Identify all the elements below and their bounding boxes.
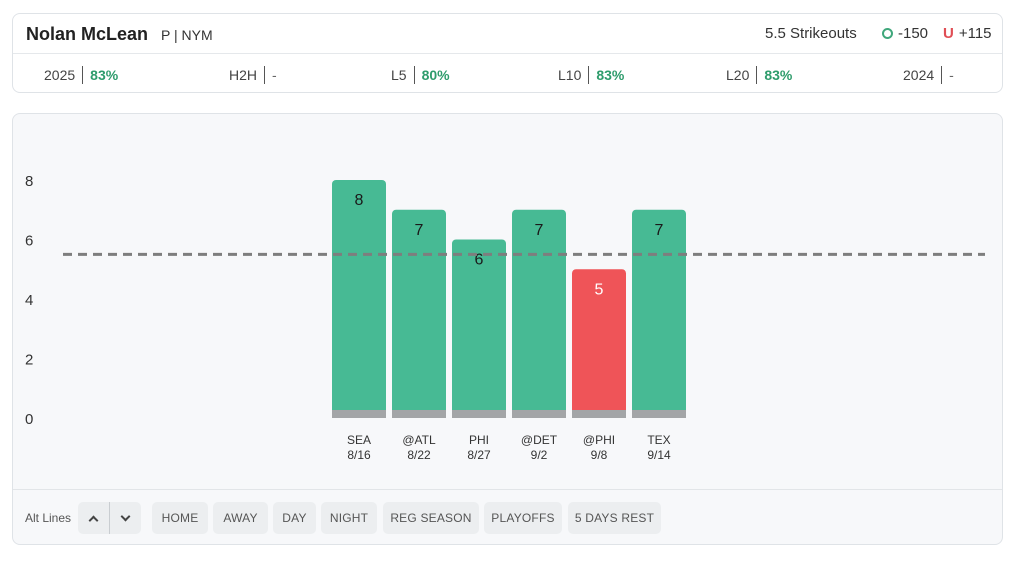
stat-divider: [264, 66, 266, 84]
x-date-label: 9/2: [531, 448, 548, 462]
x-date-label: 8/16: [347, 448, 371, 462]
y-tick-label: 0: [25, 411, 33, 428]
alt-lines-label: Alt Lines: [25, 511, 72, 525]
stat-value: 83%: [764, 67, 793, 83]
stat-label: L5: [391, 67, 407, 83]
y-tick-label: 6: [25, 233, 33, 250]
stat-value: 83%: [90, 67, 119, 83]
stat-l20: L20 83%: [726, 66, 792, 84]
bar-base: [632, 410, 686, 418]
player-name[interactable]: Nolan McLean: [26, 24, 149, 44]
chevron-down-icon: [120, 511, 131, 521]
x-category-label: @PHI: [583, 433, 615, 447]
bar-tex[interactable]: [632, 209, 686, 418]
stat-label: L20: [726, 67, 750, 83]
stat-value: -: [272, 67, 277, 83]
y-tick-label: 4: [25, 292, 33, 309]
bar-base: [572, 410, 626, 418]
stat-divider: [588, 66, 590, 84]
bar-at-atl[interactable]: [392, 209, 446, 418]
stat-divider: [756, 66, 758, 84]
filter-day-button[interactable]: DAY: [273, 502, 316, 534]
alt-line-up-button[interactable]: [78, 502, 109, 534]
x-category-label: TEX: [647, 433, 670, 447]
filter-away-button[interactable]: AWAY: [213, 502, 268, 534]
player-meta: P | NYM: [161, 27, 213, 43]
alt-lines-stepper: [78, 502, 141, 534]
filter-playoffs-button[interactable]: PLAYOFFS: [484, 502, 562, 534]
bar-base: [392, 410, 446, 418]
y-tick-label: 2: [25, 352, 33, 369]
x-category-label: @DET: [521, 433, 558, 447]
x-date-label: 9/14: [647, 448, 671, 462]
bar-phi[interactable]: [452, 239, 506, 419]
bar-base: [332, 410, 386, 418]
stat-value: -: [949, 67, 954, 83]
bar-base: [512, 410, 566, 418]
prop-line: 5.5 Strikeouts: [765, 25, 857, 42]
bar-value-label: 8: [355, 192, 364, 209]
player-header-card: Nolan McLean P | NYM 5.5 Strikeouts -150…: [12, 13, 1003, 93]
stat-label: 2024: [903, 67, 935, 83]
bar-at-phi[interactable]: [572, 269, 626, 418]
filter-bar: Alt Lines HOME AWAY DAY NIGHT REG SEASON…: [13, 489, 1002, 545]
hit-rate-stats-row: 2025 83% H2H - L5 80% L10 83% L20 83% 20…: [13, 55, 1002, 93]
y-tick-label: 8: [25, 173, 33, 190]
x-category-label: PHI: [469, 433, 489, 447]
over-circle-icon: [882, 28, 893, 39]
stat-2025: 2025 83%: [44, 66, 118, 84]
stat-l5: L5 80%: [391, 66, 450, 84]
bar-sea[interactable]: [332, 180, 386, 418]
bar-at-det[interactable]: [512, 209, 566, 418]
over-odds-value: -150: [898, 25, 929, 42]
bar-value-label: 7: [535, 222, 544, 239]
under-u-icon: U: [943, 25, 954, 42]
header-top-row: Nolan McLean P | NYM 5.5 Strikeouts -150…: [13, 14, 1002, 54]
stat-label: L10: [558, 67, 582, 83]
x-date-label: 9/8: [591, 448, 608, 462]
bar-base: [452, 410, 506, 418]
chevron-up-icon: [88, 515, 99, 525]
stat-label: 2025: [44, 67, 76, 83]
filter-5-days-rest-button[interactable]: 5 DAYS REST: [568, 502, 661, 534]
stat-divider: [82, 66, 84, 84]
game-log-chart-card: 0 2 4 6 8 8 SEA 8/16 7 @ATL 8/22 6 PHI 8/27 7 @DET 9/2 5 @…: [12, 113, 1003, 545]
stat-value: 80%: [421, 67, 450, 83]
stat-value: 83%: [596, 67, 625, 83]
stat-2024: 2024 -: [903, 66, 954, 84]
bar-value-label: 6: [475, 252, 484, 269]
filter-reg-season-button[interactable]: REG SEASON: [383, 502, 479, 534]
alt-line-down-button[interactable]: [109, 502, 141, 534]
filter-night-button[interactable]: NIGHT: [321, 502, 377, 534]
stat-label: H2H: [229, 67, 258, 83]
stat-l10: L10 83%: [558, 66, 624, 84]
x-category-label: SEA: [347, 433, 371, 447]
x-date-label: 8/27: [467, 448, 491, 462]
x-date-label: 8/22: [407, 448, 431, 462]
x-category-label: @ATL: [402, 433, 436, 447]
filter-home-button[interactable]: HOME: [152, 502, 208, 534]
under-odds-button[interactable]: U +115: [943, 25, 992, 42]
stat-h2h: H2H -: [229, 66, 277, 84]
bar-value-label: 7: [655, 222, 664, 239]
stat-divider: [941, 66, 943, 84]
bar-value-label: 7: [415, 222, 424, 239]
over-odds-button[interactable]: -150: [882, 25, 928, 42]
stat-divider: [413, 66, 415, 84]
under-odds-value: +115: [958, 25, 992, 42]
bar-value-label: 5: [595, 281, 604, 298]
